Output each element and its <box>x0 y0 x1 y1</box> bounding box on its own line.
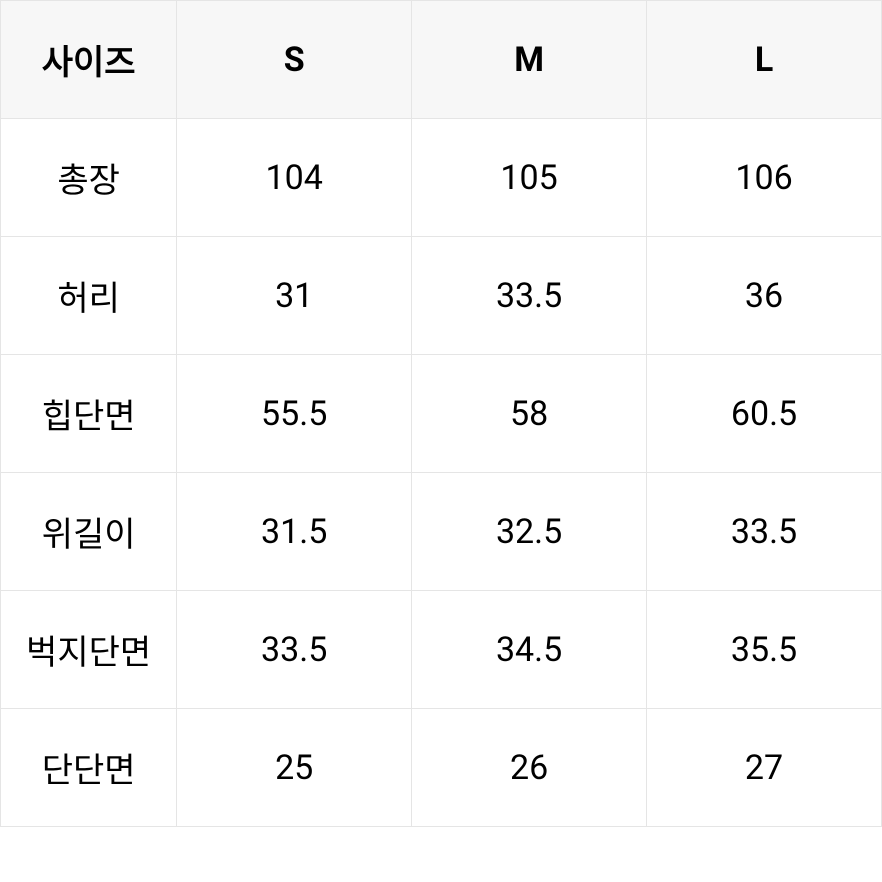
header-size-l: L <box>647 1 882 119</box>
cell-value: 104 <box>177 119 412 237</box>
size-chart-container: 사이즈 S M L 총장 104 105 106 허리 31 33.5 36 힙… <box>0 0 882 882</box>
cell-value: 31 <box>177 237 412 355</box>
cell-value: 55.5 <box>177 355 412 473</box>
cell-value: 36 <box>647 237 882 355</box>
cell-value: 27 <box>647 709 882 827</box>
cell-value: 32.5 <box>412 473 647 591</box>
cell-value: 33.5 <box>177 591 412 709</box>
table-header-row: 사이즈 S M L <box>1 1 882 119</box>
table-row: 허리 31 33.5 36 <box>1 237 882 355</box>
table-row: 위길이 31.5 32.5 33.5 <box>1 473 882 591</box>
cell-value: 26 <box>412 709 647 827</box>
row-label: 총장 <box>1 119 177 237</box>
row-label: 위길이 <box>1 473 177 591</box>
cell-value: 35.5 <box>647 591 882 709</box>
cell-value: 60.5 <box>647 355 882 473</box>
cell-value: 58 <box>412 355 647 473</box>
cell-value: 105 <box>412 119 647 237</box>
header-size-label: 사이즈 <box>1 1 177 119</box>
row-label: 허리 <box>1 237 177 355</box>
header-size-m: M <box>412 1 647 119</box>
size-chart-table: 사이즈 S M L 총장 104 105 106 허리 31 33.5 36 힙… <box>0 0 882 827</box>
header-size-s: S <box>177 1 412 119</box>
cell-value: 34.5 <box>412 591 647 709</box>
cell-value: 33.5 <box>412 237 647 355</box>
table-row: 총장 104 105 106 <box>1 119 882 237</box>
row-label: 벅지단면 <box>1 591 177 709</box>
table-row: 힙단면 55.5 58 60.5 <box>1 355 882 473</box>
row-label: 단단면 <box>1 709 177 827</box>
cell-value: 25 <box>177 709 412 827</box>
cell-value: 106 <box>647 119 882 237</box>
table-row: 벅지단면 33.5 34.5 35.5 <box>1 591 882 709</box>
cell-value: 33.5 <box>647 473 882 591</box>
row-label: 힙단면 <box>1 355 177 473</box>
table-row: 단단면 25 26 27 <box>1 709 882 827</box>
cell-value: 31.5 <box>177 473 412 591</box>
